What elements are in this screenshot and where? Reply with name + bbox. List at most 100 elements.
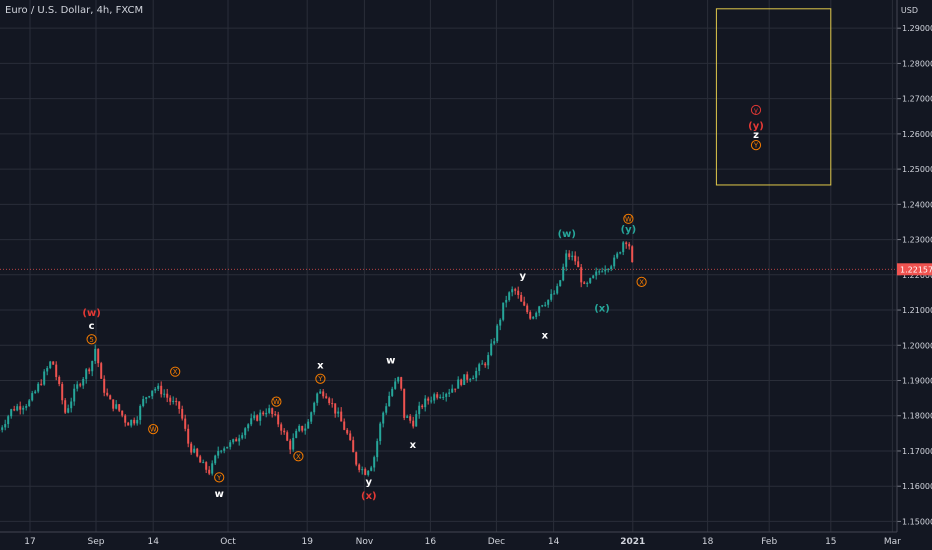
candle-up: [472, 377, 475, 380]
candle-down: [568, 253, 571, 257]
candle-down: [364, 469, 367, 475]
candle-down: [322, 391, 325, 397]
candle-down: [352, 440, 355, 453]
candle-down: [580, 267, 583, 283]
wave-label-circle: [293, 451, 304, 462]
candle-down: [97, 348, 100, 364]
candle-down: [301, 425, 304, 431]
candle-up: [25, 406, 28, 408]
wave-label: w: [215, 489, 224, 500]
candle-down: [103, 378, 106, 393]
price-tick-label: 1.22000: [902, 271, 932, 280]
time-tick-label: 18: [702, 537, 714, 547]
candle-down: [328, 398, 331, 404]
candle-up: [586, 282, 589, 284]
candle-up: [130, 419, 133, 426]
candle-down: [205, 462, 208, 470]
candle-up: [148, 396, 151, 398]
candle-down: [412, 420, 415, 427]
candle-up: [610, 266, 613, 270]
price-tick-label: 1.20000: [902, 341, 932, 350]
candle-up: [214, 455, 217, 464]
candle-down: [133, 419, 136, 424]
candle-down: [277, 414, 280, 425]
wave-label-circle: [750, 140, 762, 151]
candle-down: [271, 408, 274, 415]
candle-up: [499, 319, 502, 326]
candle-down: [583, 282, 586, 284]
wave-label: x: [317, 361, 324, 372]
candle-up: [226, 446, 229, 449]
candle-down: [196, 448, 199, 457]
candle-down: [460, 379, 463, 385]
candle-up: [292, 437, 295, 450]
candle-up: [487, 355, 490, 366]
candle-down: [349, 433, 352, 441]
candle-up: [31, 393, 34, 401]
candle-down: [514, 289, 517, 291]
candle-down: [343, 421, 346, 430]
candle-up: [151, 390, 154, 397]
candle-down: [274, 414, 277, 416]
wave-label: w: [386, 355, 395, 366]
candle-up: [22, 407, 25, 410]
target-box[interactable]: [715, 8, 832, 186]
candle-up: [154, 388, 157, 391]
candle-up: [418, 405, 421, 415]
candle-down: [118, 404, 121, 411]
candle-up: [559, 280, 562, 287]
candle-down: [409, 416, 412, 421]
candle-down: [625, 242, 628, 245]
candle-up: [265, 412, 268, 415]
candle-up: [250, 418, 253, 425]
candle-up: [562, 266, 565, 281]
candle-down: [160, 385, 163, 395]
candle-up: [604, 269, 607, 272]
candle-up: [94, 348, 97, 362]
candle-up: [445, 393, 448, 397]
price-tick-label: 1.19000: [902, 377, 932, 386]
wave-label-circle: [148, 424, 159, 435]
time-tick-label: 16: [425, 537, 437, 547]
candle-up: [598, 271, 601, 273]
candle-up: [613, 257, 616, 267]
candle-up: [508, 292, 511, 300]
price-axis[interactable]: 1.15000 1.16000 1.17000 1.18000 1.19000 1.200…: [896, 0, 932, 532]
wave-label: (x): [361, 491, 377, 502]
candle-up: [298, 425, 301, 431]
candle-up: [82, 378, 85, 386]
candle-up: [538, 306, 541, 313]
candle-down: [577, 261, 580, 268]
candle-up: [406, 416, 409, 418]
wave-label: Y: [317, 375, 323, 383]
candle-up: [511, 289, 514, 293]
candle-up: [91, 361, 94, 372]
candle-up: [415, 414, 418, 427]
price-tick-label: 1.26000: [902, 130, 932, 139]
candle-up: [541, 305, 544, 307]
candle-up: [481, 363, 484, 365]
wave-label: x: [542, 331, 549, 342]
time-tick-label: 19: [301, 537, 313, 547]
candle-up: [16, 406, 19, 411]
price-tick-label: 1.24000: [902, 200, 932, 209]
wave-label: W: [150, 426, 157, 434]
candle-up: [571, 255, 574, 257]
candle-up: [268, 408, 271, 413]
candle-up: [313, 402, 316, 413]
candle-up: [433, 394, 436, 401]
chart-grid: [0, 0, 897, 532]
candle-down: [574, 255, 577, 262]
wave-label-circle: [636, 276, 647, 287]
wave-label-circle: [86, 334, 97, 345]
candle-down: [334, 403, 337, 414]
time-axis[interactable]: 17 Sep 14 Oct 19 Nov 16 Dec 14 2021 18 Feb 15 Mar: [0, 531, 901, 547]
candle-up: [376, 441, 379, 458]
wave-label: x: [410, 440, 417, 451]
candle-up: [37, 383, 40, 392]
wave-label-circle: [271, 396, 282, 407]
candle-up: [505, 299, 508, 303]
candle-up: [448, 392, 451, 394]
candle-down: [61, 384, 64, 401]
